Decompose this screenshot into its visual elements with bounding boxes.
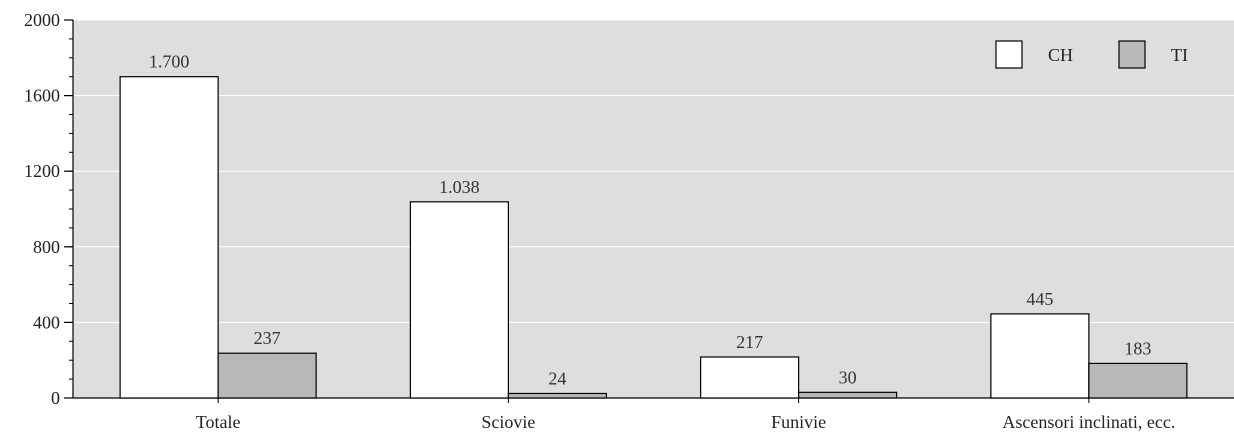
bar-ti-0 xyxy=(217,352,317,399)
data-label-ti-2: 30 xyxy=(839,367,857,387)
y-tick-label: 1200 xyxy=(24,161,60,181)
y-tick-label: 0 xyxy=(51,388,60,408)
data-label-ti-1: 24 xyxy=(548,368,566,388)
y-tick-label: 800 xyxy=(33,237,60,257)
bar-ch-3 xyxy=(990,313,1090,399)
data-label-ch-0: 1.700 xyxy=(149,52,190,72)
legend-swatch-ti xyxy=(1118,40,1146,69)
data-label-ch-1: 1.038 xyxy=(439,177,480,197)
y-tick-label: 2000 xyxy=(24,10,60,30)
bar-ch-0 xyxy=(119,76,219,399)
y-tick-label: 400 xyxy=(33,312,60,332)
legend-swatch-ch xyxy=(995,40,1023,69)
bar-ti-2 xyxy=(798,391,898,399)
x-category-label: Funivie xyxy=(771,412,826,432)
data-label-ch-2: 217 xyxy=(736,332,763,352)
legend-label-ch: CH xyxy=(1048,45,1073,65)
data-label-ch-3: 445 xyxy=(1026,289,1053,309)
bar-ch-2 xyxy=(700,356,800,399)
x-category-label: Sciovie xyxy=(481,412,535,432)
x-category-label: Totale xyxy=(196,412,241,432)
bar-ti-3 xyxy=(1088,362,1188,399)
bar-ch-1 xyxy=(409,201,509,399)
data-label-ti-3: 183 xyxy=(1124,338,1151,358)
x-category-label: Ascensori inclinati, ecc. xyxy=(1002,412,1175,432)
y-tick-label: 1600 xyxy=(24,86,60,106)
bar-ti-1 xyxy=(507,392,607,399)
legend-label-ti: TI xyxy=(1171,45,1188,65)
data-label-ti-0: 237 xyxy=(254,328,281,348)
